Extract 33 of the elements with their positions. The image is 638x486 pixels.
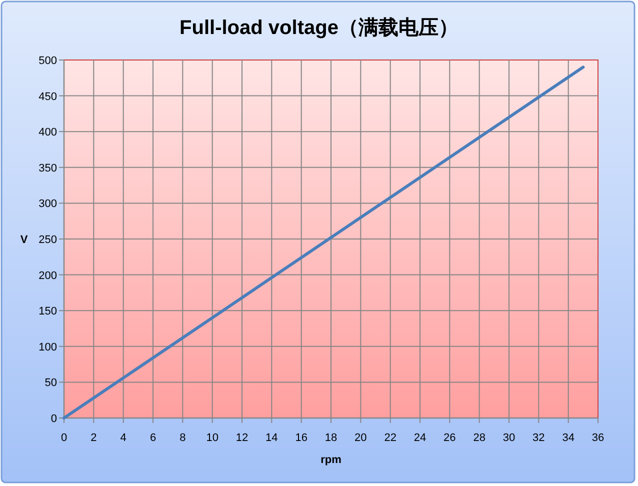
x-tick-label: 8 bbox=[180, 432, 186, 444]
x-tick-label: 28 bbox=[473, 432, 486, 444]
x-tick-label: 20 bbox=[354, 432, 367, 444]
x-tick-label: 16 bbox=[295, 432, 308, 444]
x-tick-label: 12 bbox=[236, 432, 248, 444]
y-tick-label: 100 bbox=[38, 341, 57, 354]
x-axis-title: rpm bbox=[320, 454, 342, 466]
x-tick-label: 24 bbox=[414, 432, 426, 444]
y-tick-label: 50 bbox=[44, 377, 57, 390]
y-tick-label: 450 bbox=[38, 90, 57, 103]
y-tick-label: 300 bbox=[38, 198, 57, 210]
x-tick-label: 14 bbox=[266, 432, 278, 444]
x-tick-label: 22 bbox=[384, 432, 396, 444]
y-tick-label: 350 bbox=[38, 162, 57, 174]
x-tick-label: 26 bbox=[444, 432, 456, 444]
y-tick-label: 200 bbox=[38, 270, 57, 282]
y-tick-label: 400 bbox=[38, 126, 57, 139]
y-axis-title: V bbox=[20, 234, 28, 246]
x-tick-label: 10 bbox=[206, 432, 218, 444]
x-tick-label: 34 bbox=[562, 432, 574, 444]
x-tick-label: 6 bbox=[150, 432, 156, 444]
x-tick-label: 36 bbox=[592, 432, 604, 444]
x-tick-label: 4 bbox=[120, 432, 126, 444]
x-tick-label: 0 bbox=[60, 432, 68, 444]
y-tick-label: 250 bbox=[38, 234, 57, 246]
x-tick-label: 30 bbox=[502, 432, 516, 444]
x-tick-label: 18 bbox=[324, 432, 338, 444]
x-tick-label: 2 bbox=[90, 432, 97, 444]
y-tick-label: 150 bbox=[38, 306, 57, 318]
y-tick-label: 0 bbox=[50, 413, 57, 425]
x-tick-label: 32 bbox=[532, 432, 545, 444]
chart-title: Full-load voltage（满载电压） bbox=[180, 17, 458, 39]
y-tick-label: 500 bbox=[38, 55, 57, 67]
